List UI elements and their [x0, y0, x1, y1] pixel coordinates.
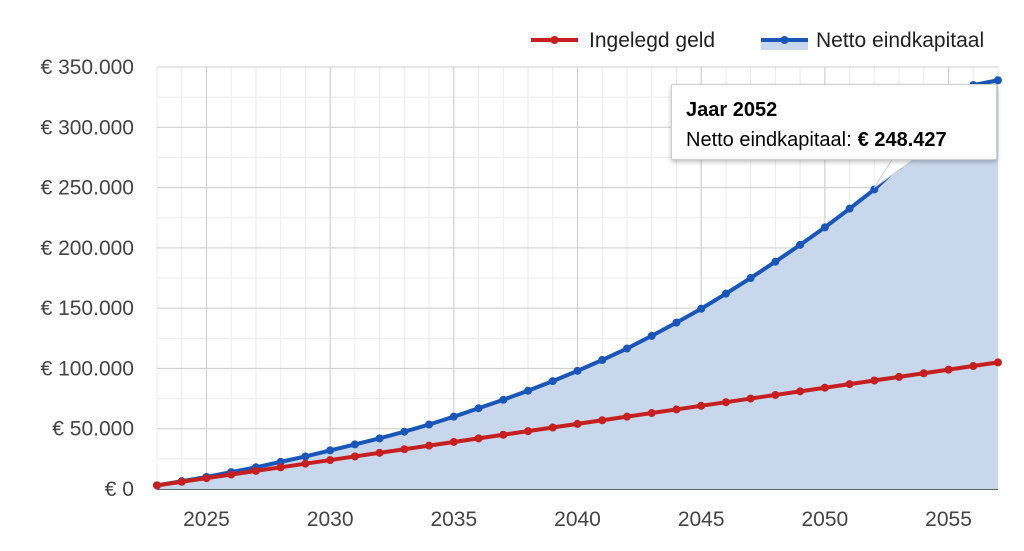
- data-point-netto: [647, 331, 656, 340]
- data-point-netto: [474, 404, 483, 413]
- data-point-ingelegd: [721, 398, 730, 407]
- data-point-ingelegd: [573, 419, 582, 428]
- data-point-ingelegd: [994, 358, 1002, 367]
- data-point-ingelegd: [672, 405, 681, 414]
- data-point-netto: [622, 344, 631, 353]
- data-point-netto: [449, 412, 458, 421]
- data-point-netto: [350, 440, 359, 449]
- data-point-ingelegd: [227, 470, 236, 479]
- points-layer: [153, 76, 1002, 490]
- x-tick-label: 2045: [678, 508, 725, 531]
- data-point-ingelegd: [944, 365, 953, 374]
- data-point-ingelegd: [177, 477, 186, 486]
- data-point-ingelegd: [202, 474, 211, 483]
- legend-label-netto: Netto eindkapitaal: [816, 29, 984, 52]
- legend-label-ingelegd: Ingelegd geld: [589, 29, 715, 52]
- tooltip-label: Netto eindkapitaal:: [686, 129, 852, 151]
- y-axis-tick-labels: € 0 € 50.000 € 100.000 € 150.000 € 200.000 € …: [41, 56, 134, 501]
- x-tick-label: 2035: [430, 508, 477, 531]
- y-tick-label: € 250.000: [41, 177, 134, 200]
- data-point-netto: [771, 257, 780, 266]
- data-point-ingelegd: [622, 412, 631, 421]
- data-point-netto: [499, 395, 508, 404]
- data-point-ingelegd: [350, 452, 359, 461]
- data-point-netto: [573, 366, 582, 375]
- y-tick-label: € 350.000: [41, 56, 134, 79]
- data-point-ingelegd: [449, 437, 458, 446]
- area-layer: [157, 80, 998, 490]
- tooltip-value: € 248.427: [857, 129, 947, 151]
- data-point-netto: [425, 420, 434, 429]
- data-point-ingelegd: [895, 372, 904, 381]
- data-point-netto: [375, 434, 384, 443]
- data-point-ingelegd: [326, 456, 335, 465]
- data-point-netto: [994, 76, 1002, 85]
- data-point-ingelegd: [771, 390, 780, 399]
- data-point-ingelegd: [746, 394, 755, 403]
- legend-item-netto[interactable]: Netto eindkapitaal: [761, 29, 984, 52]
- tooltip-title: Jaar 2052: [686, 99, 778, 121]
- data-point-ingelegd: [697, 401, 706, 410]
- legend-swatch-dot-ingelegd: [550, 36, 559, 44]
- data-point-netto: [672, 318, 681, 327]
- data-point-netto: [598, 355, 607, 364]
- data-point-ingelegd: [919, 369, 928, 378]
- y-tick-label: € 150.000: [41, 297, 134, 320]
- area-netto-eindkapitaal: [157, 80, 998, 490]
- data-point-netto: [845, 204, 854, 213]
- data-point-netto: [301, 452, 310, 461]
- x-axis-tick-labels: 2025 2030 2035 2040 2045 2050 2055: [183, 508, 972, 531]
- data-point-ingelegd: [251, 466, 260, 475]
- data-point-ingelegd: [820, 383, 829, 392]
- x-tick-label: 2030: [307, 508, 354, 531]
- data-point-ingelegd: [425, 441, 434, 450]
- tooltip-body: Netto eindkapitaal: € 248.427: [686, 125, 982, 155]
- legend-item-ingelegd[interactable]: Ingelegd geld: [531, 29, 715, 52]
- legend[interactable]: Ingelegd geld Netto eindkapitaal: [531, 29, 984, 52]
- data-point-ingelegd: [524, 427, 533, 436]
- y-tick-label: € 50.000: [52, 418, 134, 441]
- data-point-ingelegd: [598, 416, 607, 425]
- data-point-ingelegd: [548, 423, 557, 432]
- y-tick-label: € 300.000: [41, 116, 134, 139]
- data-point-netto: [400, 427, 409, 436]
- data-point-netto: [548, 377, 557, 386]
- y-tick-label: € 0: [105, 478, 134, 501]
- data-point-ingelegd: [276, 463, 285, 472]
- tooltip: Jaar 2052 Netto eindkapitaal: € 248.427: [671, 84, 997, 160]
- data-point-netto: [870, 185, 879, 194]
- data-point-ingelegd: [375, 448, 384, 457]
- data-point-netto: [796, 240, 805, 249]
- data-point-ingelegd: [870, 376, 879, 385]
- data-point-ingelegd: [153, 481, 161, 490]
- x-tick-label: 2025: [183, 508, 230, 531]
- data-point-ingelegd: [647, 409, 656, 418]
- data-point-netto: [697, 304, 706, 313]
- x-tick-label: 2050: [801, 508, 848, 531]
- data-point-ingelegd: [969, 362, 978, 371]
- data-point-ingelegd: [845, 380, 854, 389]
- data-point-ingelegd: [796, 387, 805, 396]
- data-point-netto: [820, 223, 829, 232]
- legend-swatch-area-netto: [761, 40, 808, 50]
- data-point-netto: [721, 289, 730, 298]
- data-point-netto: [746, 274, 755, 282]
- data-point-netto: [524, 386, 533, 395]
- x-tick-label: 2055: [925, 508, 972, 531]
- x-tick-label: 2040: [554, 508, 601, 531]
- data-point-ingelegd: [400, 445, 409, 454]
- legend-swatch-dot-netto: [780, 36, 789, 44]
- data-point-ingelegd: [499, 430, 508, 439]
- data-point-ingelegd: [474, 434, 483, 443]
- data-point-ingelegd: [301, 459, 310, 468]
- y-tick-label: € 200.000: [41, 237, 134, 260]
- y-tick-label: € 100.000: [41, 357, 134, 380]
- data-point-netto: [326, 446, 335, 455]
